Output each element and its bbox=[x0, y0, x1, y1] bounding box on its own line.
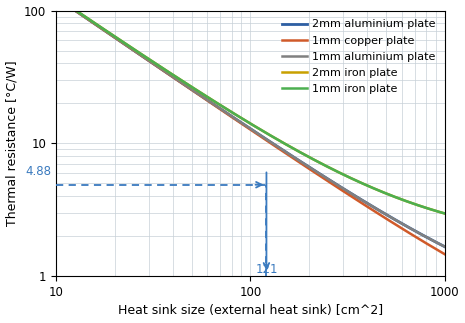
Legend: 2mm aluminium plate, 1mm copper plate, 1mm aluminium plate, 2mm iron plate, 1mm : 2mm aluminium plate, 1mm copper plate, 1… bbox=[279, 16, 439, 97]
2mm iron plate bbox=[346, 175, 352, 179]
2mm iron plate bbox=[282, 142, 288, 146]
1mm iron plate bbox=[282, 142, 288, 146]
1mm aluminium plate bbox=[282, 150, 288, 153]
2mm iron plate bbox=[313, 159, 319, 162]
1mm copper plate bbox=[153, 64, 159, 68]
Y-axis label: Thermal resistance [°C/W]: Thermal resistance [°C/W] bbox=[6, 60, 19, 226]
Line: 1mm copper plate: 1mm copper plate bbox=[56, 0, 445, 254]
Line: 1mm iron plate: 1mm iron plate bbox=[56, 0, 445, 214]
2mm aluminium plate bbox=[229, 115, 235, 119]
Line: 2mm aluminium plate: 2mm aluminium plate bbox=[56, 0, 445, 247]
1mm iron plate bbox=[122, 41, 127, 45]
1mm aluminium plate bbox=[229, 115, 235, 119]
2mm aluminium plate bbox=[442, 245, 447, 249]
2mm iron plate bbox=[229, 110, 235, 114]
1mm copper plate bbox=[282, 151, 288, 155]
2mm aluminium plate bbox=[282, 150, 288, 153]
1mm copper plate bbox=[346, 193, 352, 197]
1mm iron plate bbox=[346, 175, 352, 179]
Line: 1mm aluminium plate: 1mm aluminium plate bbox=[56, 0, 445, 247]
Text: 121: 121 bbox=[255, 263, 278, 276]
1mm copper plate bbox=[229, 115, 235, 119]
X-axis label: Heat sink size (external heat sink) [cm^2]: Heat sink size (external heat sink) [cm^… bbox=[118, 305, 383, 318]
1mm copper plate bbox=[122, 43, 127, 47]
1mm copper plate bbox=[442, 252, 447, 256]
1mm copper plate bbox=[313, 171, 319, 175]
1mm iron plate bbox=[229, 110, 235, 114]
1mm iron plate bbox=[153, 62, 159, 66]
1mm aluminium plate bbox=[122, 42, 127, 46]
1mm iron plate bbox=[442, 212, 447, 215]
1mm aluminium plate bbox=[153, 64, 159, 68]
2mm iron plate bbox=[153, 62, 159, 66]
Text: 4.88: 4.88 bbox=[26, 165, 52, 178]
2mm iron plate bbox=[442, 212, 447, 215]
1mm aluminium plate bbox=[313, 169, 319, 173]
2mm aluminium plate bbox=[313, 169, 319, 173]
1mm aluminium plate bbox=[442, 245, 447, 249]
2mm aluminium plate bbox=[346, 190, 352, 194]
1mm iron plate bbox=[313, 159, 319, 162]
2mm iron plate bbox=[122, 41, 127, 45]
2mm aluminium plate bbox=[122, 42, 127, 46]
1mm aluminium plate bbox=[346, 190, 352, 194]
2mm aluminium plate bbox=[153, 64, 159, 68]
Line: 2mm iron plate: 2mm iron plate bbox=[56, 0, 445, 214]
